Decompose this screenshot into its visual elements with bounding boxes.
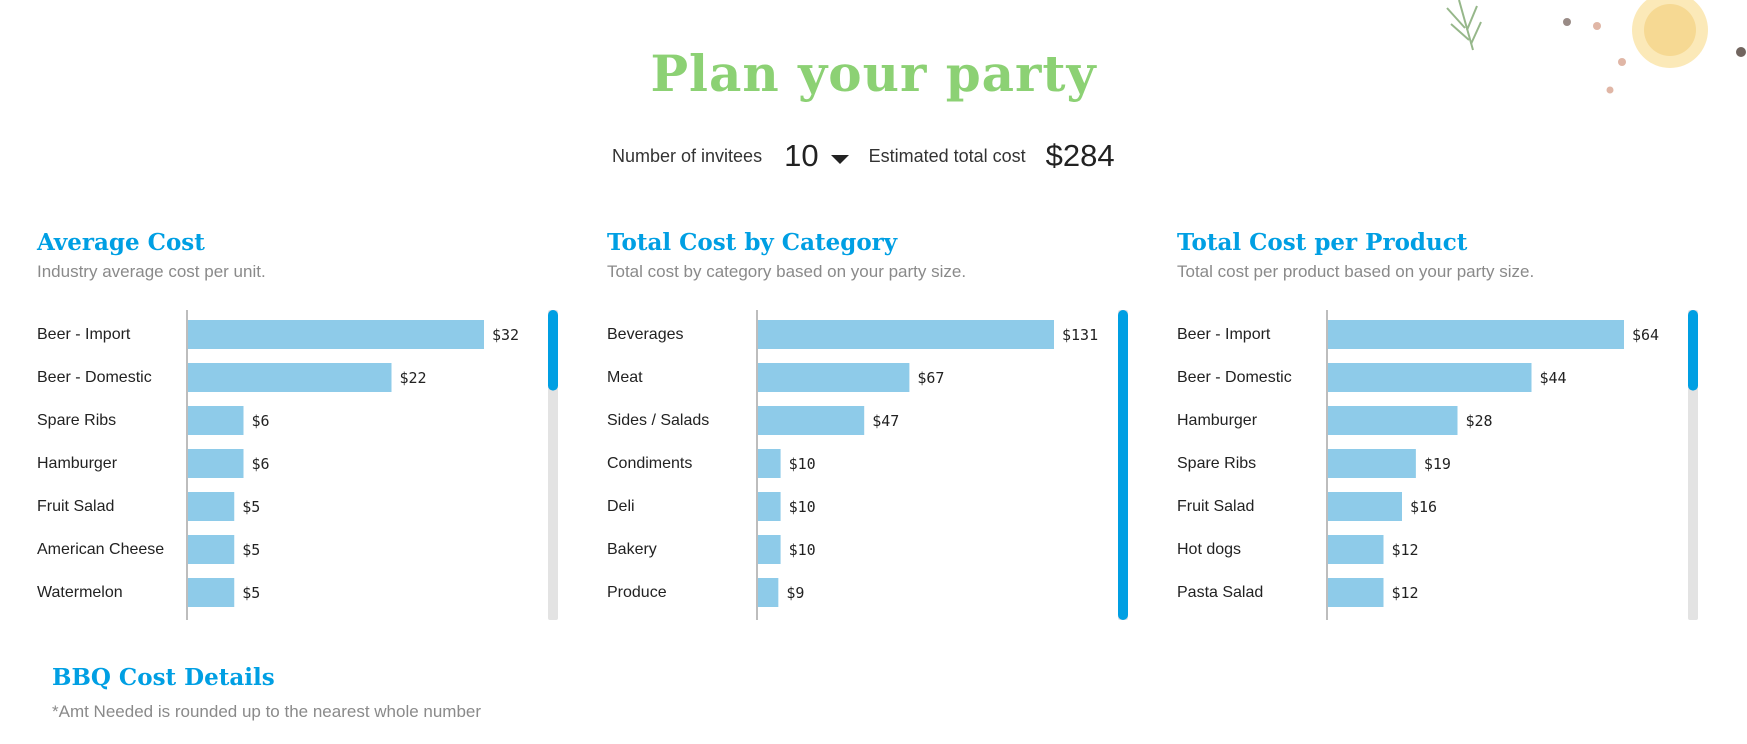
category-label: Beer - Domestic <box>1177 369 1292 386</box>
invitees-dropdown-value[interactable]: 10 <box>784 138 819 173</box>
data-label: $12 <box>1392 541 1419 559</box>
bar[interactable] <box>188 406 244 435</box>
bar[interactable] <box>758 492 781 521</box>
chevron-down-icon[interactable] <box>830 154 849 164</box>
data-label: $16 <box>1410 498 1437 516</box>
data-label: $5 <box>242 584 260 602</box>
cost-by-category-panel: Total Cost by Category Total cost by cat… <box>607 226 1147 626</box>
bar[interactable] <box>758 363 910 392</box>
chart-title: Total Cost by Category <box>607 229 898 256</box>
data-label: $5 <box>242 498 260 516</box>
category-label: Fruit Salad <box>37 498 114 515</box>
bar[interactable] <box>188 578 235 607</box>
cost-by-category-chart: Beverages $131 Meat $67 Sides / Salads $47 Con… <box>607 310 1128 620</box>
total-cost-label: Estimated total cost <box>868 145 1026 166</box>
total-cost-value: $284 <box>1045 138 1115 173</box>
data-label: $6 <box>252 455 270 473</box>
bar[interactable] <box>1328 363 1532 392</box>
bar[interactable] <box>188 535 235 564</box>
data-label: $22 <box>400 369 427 387</box>
chart-subtitle: Total cost by category based on your par… <box>607 262 967 281</box>
data-label: $131 <box>1062 326 1098 344</box>
category-label: Bakery <box>607 541 657 558</box>
category-label: Hamburger <box>1177 412 1258 429</box>
category-label: Fruit Salad <box>1177 498 1254 515</box>
data-label: $47 <box>872 412 899 430</box>
category-label: American Cheese <box>37 541 164 558</box>
average-cost-panel: Average Cost Industry average cost per u… <box>37 226 577 626</box>
data-label: $10 <box>789 498 816 516</box>
average-cost-chart: Beer - Import $32 Beer - Domestic $22 Spare … <box>37 310 558 620</box>
bar[interactable] <box>758 449 781 478</box>
bar[interactable] <box>1328 492 1402 521</box>
category-label: Condiments <box>607 455 692 472</box>
data-label: $12 <box>1392 584 1419 602</box>
scrollbar-thumb[interactable] <box>1688 310 1698 391</box>
scrollbar-thumb[interactable] <box>548 310 558 391</box>
category-label: Sides / Salads <box>607 412 709 429</box>
bar[interactable] <box>758 406 865 435</box>
bar[interactable] <box>188 363 392 392</box>
category-label: Beer - Import <box>1177 326 1271 343</box>
category-label: Watermelon <box>37 584 123 601</box>
party-controls: Number of invitees 10 Estimated total co… <box>612 136 1115 176</box>
bar[interactable] <box>758 535 781 564</box>
data-label: $67 <box>917 369 944 387</box>
bar[interactable] <box>188 320 484 349</box>
bar[interactable] <box>1328 578 1384 607</box>
cost-per-product-chart: Beer - Import $64 Beer - Domestic $44 Hambur… <box>1177 310 1698 620</box>
category-label: Meat <box>607 369 643 386</box>
category-label: Spare Ribs <box>1177 455 1256 472</box>
data-label: $32 <box>492 326 519 344</box>
category-label: Hamburger <box>37 455 118 472</box>
category-label: Produce <box>607 584 667 601</box>
bar[interactable] <box>758 320 1054 349</box>
chart-subtitle: Total cost per product based on your par… <box>1177 262 1535 281</box>
category-label: Beer - Domestic <box>37 369 152 386</box>
category-label: Spare Ribs <box>37 412 116 429</box>
data-label: $64 <box>1632 326 1659 344</box>
category-label: Beverages <box>607 326 684 343</box>
cost-per-product-panel: Total Cost per Product Total cost per pr… <box>1177 226 1717 626</box>
scrollbar-thumb[interactable] <box>1118 310 1128 620</box>
data-label: $5 <box>242 541 260 559</box>
category-label: Hot dogs <box>1177 541 1241 558</box>
data-label: $9 <box>786 584 804 602</box>
bar[interactable] <box>1328 320 1624 349</box>
data-label: $10 <box>789 455 816 473</box>
bar[interactable] <box>1328 449 1416 478</box>
bar[interactable] <box>1328 535 1384 564</box>
page-title: Plan your party <box>650 44 1097 103</box>
bar[interactable] <box>758 578 779 607</box>
category-label: Pasta Salad <box>1177 584 1263 601</box>
bar[interactable] <box>188 449 244 478</box>
data-label: $19 <box>1424 455 1451 473</box>
data-label: $28 <box>1466 412 1493 430</box>
category-label: Beer - Import <box>37 326 131 343</box>
chart-title: Average Cost <box>37 229 205 256</box>
data-label: $6 <box>252 412 270 430</box>
data-label: $10 <box>789 541 816 559</box>
chart-subtitle: Industry average cost per unit. <box>37 262 266 281</box>
category-label: Deli <box>607 498 635 515</box>
decorative-food-illustration <box>1446 0 1746 94</box>
bar[interactable] <box>188 492 235 521</box>
bar[interactable] <box>1328 406 1458 435</box>
chart-title: Total Cost per Product <box>1177 229 1468 256</box>
details-note: *Amt Needed is rounded up to the nearest… <box>52 702 482 721</box>
details-title: BBQ Cost Details <box>52 664 275 691</box>
invitees-label: Number of invitees <box>612 145 763 166</box>
data-label: $44 <box>1540 369 1567 387</box>
